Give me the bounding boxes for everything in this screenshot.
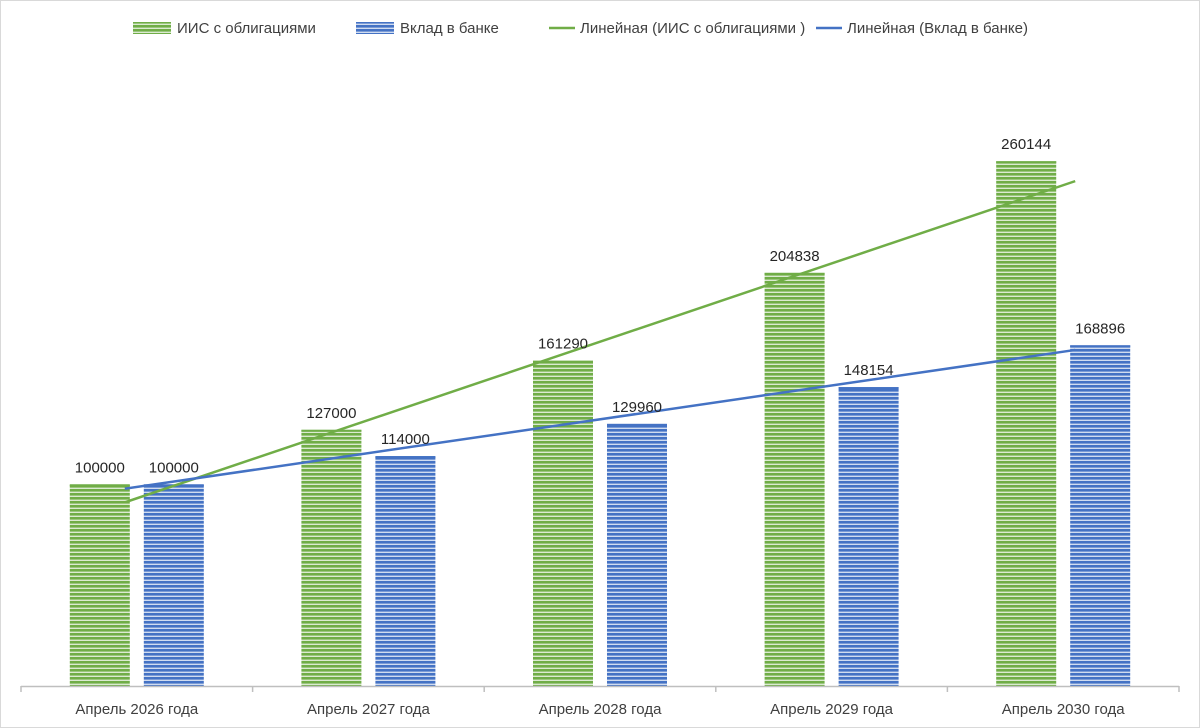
- bar-series-1-cat-0: [143, 484, 204, 686]
- legend-item-1: Вклад в банке: [356, 20, 499, 37]
- legend-label-0: ИИС с облигациями: [177, 20, 316, 37]
- bar-top-edge-series-0-cat-2: [533, 360, 593, 363]
- trendline-0: [124, 179, 1076, 504]
- data-label-series-0-cat-4: 260144: [1001, 136, 1051, 153]
- bar-top-edge-series-1-cat-2: [607, 423, 667, 426]
- x-tick-label-3: Апрель 2029 года: [770, 701, 893, 718]
- bar-top-edge-series-1-cat-1: [375, 456, 436, 459]
- legend-label-1: Вклад в банке: [400, 20, 499, 37]
- data-label-series-1-cat-1: 114000: [381, 431, 430, 448]
- bar-series-0-cat-4: [996, 161, 1057, 687]
- x-tick-label-1: Апрель 2027 года: [307, 701, 430, 718]
- legend-swatch-0: [133, 22, 171, 34]
- legend-label-2: Линейная (ИИС с облигациями ): [580, 20, 805, 37]
- trendlines: [124, 179, 1076, 504]
- bar-top-edge-series-0-cat-0: [69, 484, 130, 487]
- legend-item-3: Линейная (Вклад в банке): [816, 20, 1028, 37]
- x-tick-label-0: Апрель 2026 года: [75, 701, 198, 718]
- legend-swatch-1: [356, 22, 394, 34]
- bar-series-0-cat-2: [533, 360, 593, 686]
- bar-top-edge-series-0-cat-3: [764, 272, 825, 275]
- data-label-series-0-cat-1: 127000: [306, 405, 356, 422]
- bar-top-edge-series-0-cat-1: [301, 429, 362, 432]
- data-label-series-1-cat-3: 148154: [844, 362, 894, 379]
- data-label-series-0-cat-0: 100000: [75, 459, 125, 476]
- data-label-series-0-cat-3: 204838: [770, 248, 820, 265]
- x-axis: Апрель 2026 года Апрель 2027 года Апрель 2…: [20, 685, 1180, 718]
- data-label-series-1-cat-4: 168896: [1075, 320, 1125, 337]
- bar-top-edge-series-0-cat-4: [996, 161, 1057, 164]
- data-label-series-0-cat-2: 161290: [538, 336, 588, 353]
- bar-series-1-cat-2: [607, 423, 667, 686]
- legend-label-3: Линейная (Вклад в банке): [847, 20, 1028, 37]
- bar-top-edge-series-1-cat-4: [1070, 345, 1131, 348]
- bar-series-1-cat-3: [838, 387, 899, 686]
- bars: [69, 161, 1131, 687]
- legend-item-0: ИИС с облигациями: [133, 20, 316, 37]
- bar-top-edge-series-1-cat-3: [838, 387, 899, 390]
- legend-item-2: Линейная (ИИС с облигациями ): [549, 20, 805, 37]
- bar-series-0-cat-1: [301, 429, 362, 686]
- data-label-series-1-cat-0: 100000: [149, 459, 199, 476]
- x-tick-label-4: Апрель 2030 года: [1002, 701, 1125, 718]
- bar-series-1-cat-1: [375, 456, 436, 686]
- bar-series-0-cat-3: [764, 272, 825, 686]
- bar-series-0-cat-0: [69, 484, 130, 686]
- legend: ИИС с облигациями Вклад в банке Линейная (…: [133, 20, 1028, 37]
- trendline-1: [124, 348, 1076, 490]
- data-labels: 100000 100000 127000 114000 161290 129960 2048…: [75, 136, 1125, 476]
- x-tick-label-2: Апрель 2028 года: [539, 701, 662, 718]
- bar-series-1-cat-4: [1070, 345, 1131, 686]
- data-label-series-1-cat-2: 129960: [612, 399, 662, 416]
